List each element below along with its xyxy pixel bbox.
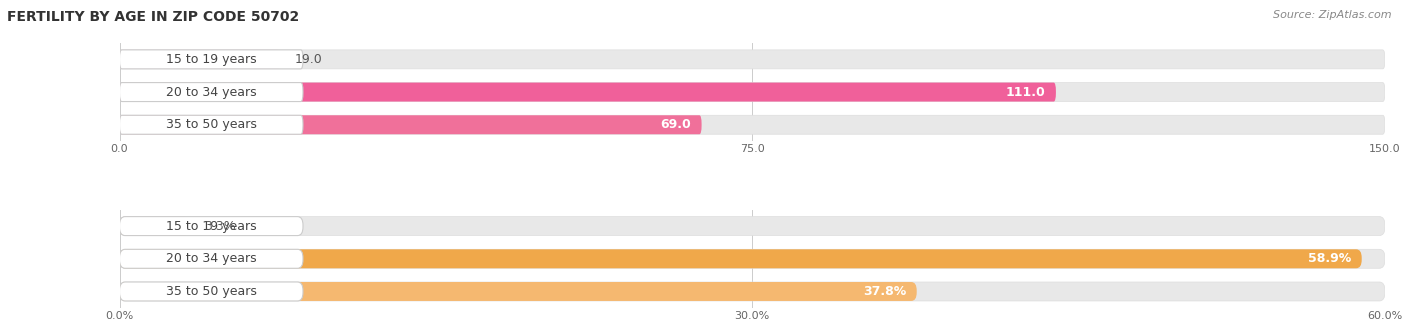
Text: 19.0: 19.0 xyxy=(295,53,323,66)
FancyBboxPatch shape xyxy=(120,282,1385,301)
FancyBboxPatch shape xyxy=(120,115,702,134)
Text: 69.0: 69.0 xyxy=(661,118,692,131)
FancyBboxPatch shape xyxy=(120,216,304,236)
Text: Source: ZipAtlas.com: Source: ZipAtlas.com xyxy=(1274,10,1392,20)
Text: 20 to 34 years: 20 to 34 years xyxy=(166,86,256,99)
FancyBboxPatch shape xyxy=(120,216,1385,236)
Text: 15 to 19 years: 15 to 19 years xyxy=(166,219,256,233)
Text: FERTILITY BY AGE IN ZIP CODE 50702: FERTILITY BY AGE IN ZIP CODE 50702 xyxy=(7,10,299,24)
FancyBboxPatch shape xyxy=(120,83,304,102)
FancyBboxPatch shape xyxy=(120,216,188,236)
Text: 35 to 50 years: 35 to 50 years xyxy=(166,118,257,131)
Text: 111.0: 111.0 xyxy=(1007,86,1046,99)
Text: 20 to 34 years: 20 to 34 years xyxy=(166,252,256,265)
FancyBboxPatch shape xyxy=(120,83,1385,102)
Text: 58.9%: 58.9% xyxy=(1309,252,1351,265)
FancyBboxPatch shape xyxy=(120,115,304,134)
FancyBboxPatch shape xyxy=(120,115,1385,134)
FancyBboxPatch shape xyxy=(120,50,304,69)
Text: 3.3%: 3.3% xyxy=(204,219,236,233)
FancyBboxPatch shape xyxy=(120,83,1056,102)
FancyBboxPatch shape xyxy=(120,282,304,301)
Text: 15 to 19 years: 15 to 19 years xyxy=(166,53,256,66)
FancyBboxPatch shape xyxy=(120,249,1361,268)
Text: 37.8%: 37.8% xyxy=(863,285,907,298)
Text: 35 to 50 years: 35 to 50 years xyxy=(166,285,257,298)
FancyBboxPatch shape xyxy=(120,249,1385,268)
FancyBboxPatch shape xyxy=(120,50,280,69)
FancyBboxPatch shape xyxy=(120,249,304,268)
FancyBboxPatch shape xyxy=(120,282,917,301)
FancyBboxPatch shape xyxy=(120,50,1385,69)
